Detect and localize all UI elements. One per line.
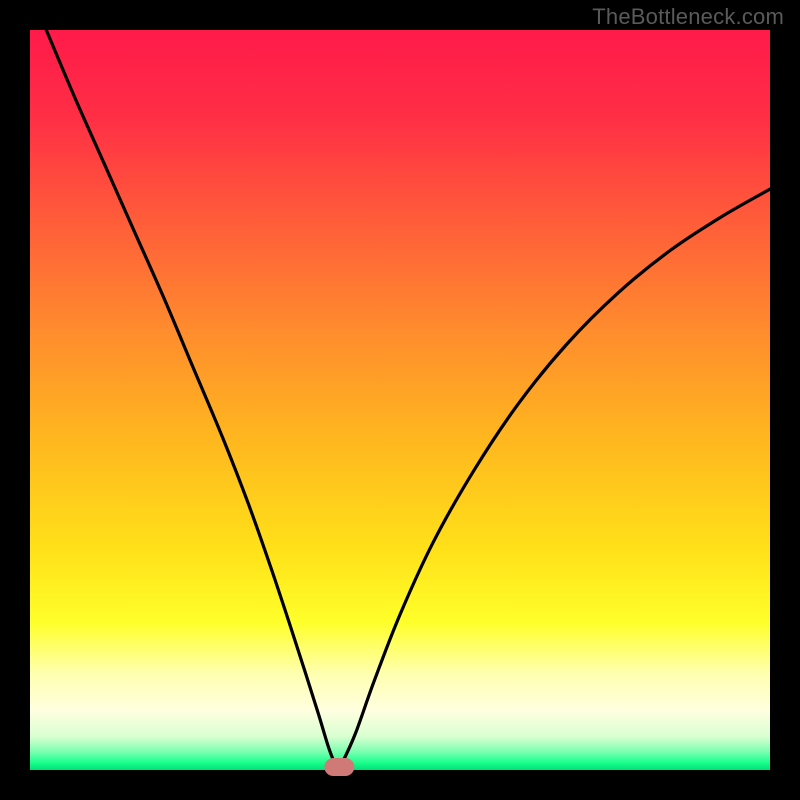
- bottleneck-chart: [0, 0, 800, 800]
- chart-stage: TheBottleneck.com: [0, 0, 800, 800]
- optimal-marker: [324, 758, 354, 776]
- watermark-text: TheBottleneck.com: [592, 4, 784, 30]
- plot-area: [30, 30, 770, 770]
